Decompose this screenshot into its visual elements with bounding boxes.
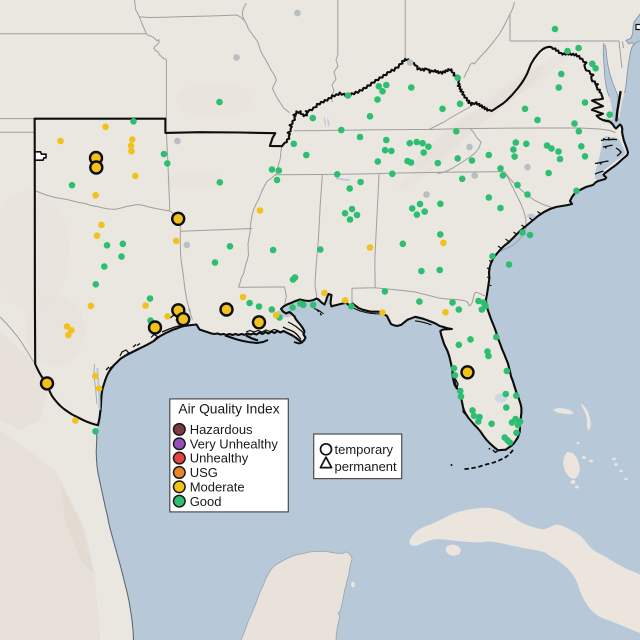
svg-text:permanent: permanent — [335, 459, 398, 474]
svg-text:Good: Good — [190, 494, 222, 509]
svg-text:Air Quality Index: Air Quality Index — [178, 401, 279, 416]
svg-text:Hazardous: Hazardous — [190, 422, 253, 437]
svg-text:Unhealthy: Unhealthy — [190, 451, 249, 466]
svg-text:temporary: temporary — [335, 442, 394, 457]
svg-text:Moderate: Moderate — [190, 479, 245, 494]
svg-text:Very Unhealthy: Very Unhealthy — [190, 436, 279, 451]
svg-text:USG: USG — [190, 465, 218, 480]
